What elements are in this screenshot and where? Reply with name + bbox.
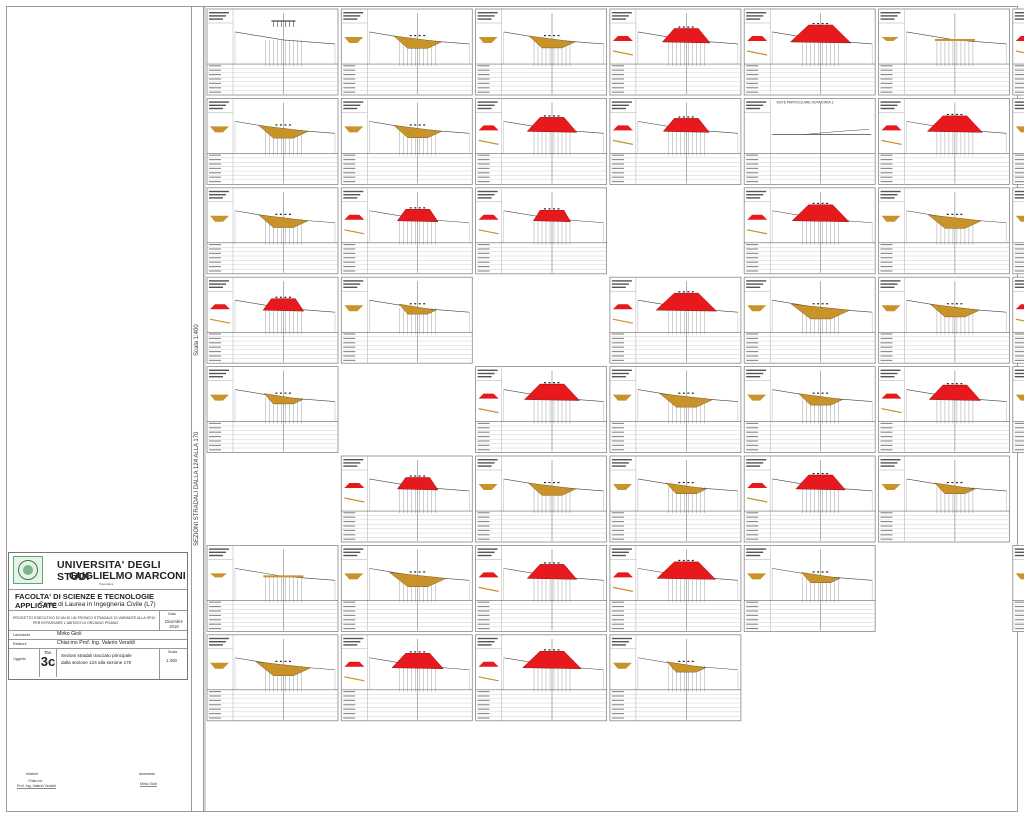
signature-left-role: relatore (26, 772, 39, 776)
section-panel (340, 98, 473, 185)
tav-label: Tav. (44, 650, 52, 655)
section-panel (340, 455, 473, 543)
advisor-label: Relatore (13, 642, 27, 646)
advisor-name: Chiar.mo Prof. Ing. Valerio Veraldi (57, 640, 135, 646)
section-panel: VISTE PARTICOLARE ROTATORIA 1 (743, 98, 876, 185)
section-panel (743, 455, 876, 543)
section-panel (743, 8, 876, 96)
signature-left-line1: Chiar.mo (28, 779, 43, 783)
section-panel (1012, 276, 1024, 364)
section-panel (878, 366, 1010, 454)
title-block: UNIVERSITA' DEGLI STUDI GUGLIELMO MARCON… (8, 552, 188, 680)
section-panel (743, 366, 876, 454)
signature-left-line2: Prof. Ing. Valerio Veraldi (17, 784, 56, 789)
section-panel (206, 545, 339, 632)
section-panel (1012, 187, 1024, 275)
section-panel (340, 634, 473, 722)
section-panel (475, 545, 608, 632)
section-panel (609, 276, 742, 364)
section-panel (206, 187, 339, 275)
signature-right-role: laureando (139, 772, 155, 776)
section-panel (475, 634, 608, 722)
section-panel (206, 8, 339, 96)
section-panel (206, 366, 339, 454)
section-panel (878, 455, 1010, 543)
faculty-name: FACOLTA' DI SCIENZE E TECNOLOGIE APPLICA… (15, 592, 155, 610)
sheet-description-line1: Sezioni stradali tracciato principale (61, 653, 132, 658)
section-panel (743, 545, 876, 632)
section-panel (609, 455, 742, 543)
section-panel (609, 8, 742, 96)
author-label: Laureando (13, 633, 31, 637)
section-panel (206, 98, 339, 185)
section-panel (340, 545, 473, 632)
svg-text:VISTE PARTICOLARE ROTATORIA 1: VISTE PARTICOLARE ROTATORIA 1 (776, 100, 833, 104)
sheet-description-line2: dalla sezione 124 alla sezione 170 (61, 660, 132, 665)
date-label: Data (168, 612, 176, 616)
signature-right-name: Mirko Gioli (140, 782, 157, 787)
section-panel (475, 455, 608, 543)
section-panel (1012, 545, 1024, 632)
project-title-line2: PER BYPASSARE L'ABITATO DI ORCIANO PISAN… (33, 621, 119, 625)
university-subtitle: Telematica (99, 582, 114, 586)
section-panel (878, 187, 1010, 275)
section-panel (475, 187, 608, 275)
section-panel (609, 98, 742, 185)
course-name: Corso di Laurea in Ingegneria Civile (L7… (39, 601, 156, 608)
section-panel (878, 8, 1010, 96)
project-title-line1: PROGETTO ESECUTIVO DI UN DI UN TRONCO ST… (13, 616, 156, 620)
section-panel (475, 8, 608, 96)
section-panel (743, 276, 876, 364)
section-panel (475, 366, 608, 454)
section-panel (475, 98, 608, 185)
tav-box: Tav. 3c (39, 649, 57, 677)
section-panel (340, 276, 473, 364)
section-panel (743, 187, 876, 275)
section-panel (878, 98, 1010, 185)
vertical-label-strip: Scala 1:400 SEZIONI STRADALI DALLA 124 A… (192, 6, 204, 812)
scale-value: 1:400 (166, 658, 177, 663)
university-logo-icon (13, 556, 43, 584)
section-panel (878, 276, 1010, 364)
section-panel (206, 276, 339, 364)
section-panel (609, 366, 742, 454)
university-name-line2: GUGLIELMO MARCONI (69, 570, 186, 582)
tav-number: 3c (40, 654, 56, 669)
left-column (6, 6, 192, 812)
section-panel (1012, 366, 1024, 454)
section-panel (609, 545, 742, 632)
section-panel (340, 8, 473, 96)
scale-label: Scala (168, 650, 177, 654)
university-name-line1: UNIVERSITA' DEGLI STUDI (57, 559, 161, 583)
section-panel (206, 634, 339, 722)
section-panel (340, 187, 473, 275)
author-name: Mirko Gioli (57, 631, 82, 637)
section-panel (1012, 98, 1024, 185)
date-value: Dicembre 2016 (165, 619, 183, 629)
section-panel (609, 634, 742, 722)
section-panel (1012, 8, 1024, 96)
object-label: Oggetto (13, 657, 26, 661)
